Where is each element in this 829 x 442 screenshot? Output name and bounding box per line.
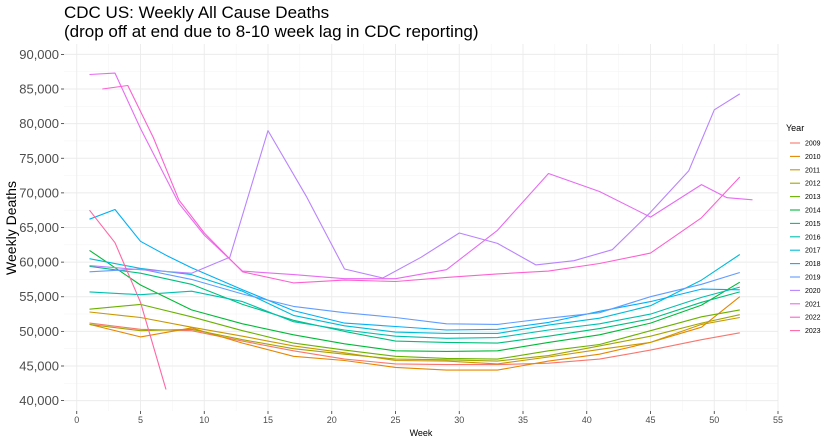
legend-label-2014: 2014 [805,208,821,215]
series-line-2009 [89,322,740,366]
legend-label-2023: 2023 [805,328,821,335]
legend-label-2019: 2019 [805,275,821,282]
x-tick-label: 30 [454,415,464,425]
x-axis-label: Week [410,428,433,438]
x-tick-label: 25 [390,415,400,425]
y-tick-label: 40,000 [19,393,59,408]
legend-label-2011: 2011 [805,167,820,174]
legend-label-2020: 2020 [805,288,821,295]
y-tick-label: 70,000 [19,185,59,200]
y-tick-label: 85,000 [19,82,59,97]
series-line-2019 [89,268,740,325]
y-tick-label: 55,000 [19,289,59,304]
series-line-2015 [89,265,740,344]
series-line-2017 [89,254,741,334]
series-line-2014 [89,249,741,352]
y-axis-label: Weekly Deaths [3,181,19,275]
legend-label-2016: 2016 [805,234,821,241]
series-line-2012 [89,314,740,362]
x-tick-label: 0 [74,415,79,425]
legend-label-2009: 2009 [805,141,821,148]
series-line-2010 [89,296,741,371]
legend-label-2017: 2017 [805,248,821,255]
x-tick-label: 45 [645,415,655,425]
legend-label-2018: 2018 [805,261,821,268]
series-line-2021 [89,72,753,280]
chart-title: CDC US: Weekly All Cause Deaths [64,3,329,22]
series-line-2018 [89,208,740,331]
legend-label-2015: 2015 [805,221,821,228]
y-tick-label: 90,000 [19,47,59,62]
y-tick-label: 50,000 [19,324,59,339]
legend: Year 2009 2010 2011 2012 2013 2014 2015 2016 201… [786,123,821,335]
legend-label-2022: 2022 [805,315,821,322]
series-line-2023 [89,209,167,390]
y-tick-label: 60,000 [19,255,59,270]
legend-label-2012: 2012 [805,181,821,188]
series-line-2013 [89,303,740,360]
x-tick-label: 10 [199,415,209,425]
x-tick-label: 5 [138,415,143,425]
chart-subtitle: (drop off at end due to 8-10 week lag in… [64,22,479,41]
x-tick-label: 35 [518,415,528,425]
legend-label-2010: 2010 [805,154,821,161]
series-lines [89,72,753,390]
x-tick-label: 55 [773,415,783,425]
x-tick-label: 50 [709,415,719,425]
y-axis: 40,000 45,000 50,000 55,000 60,000 65,000 70,0… [19,47,64,408]
y-tick-label: 75,000 [19,151,59,166]
y-tick-label: 65,000 [19,220,59,235]
series-line-2020 [89,93,741,279]
x-tick-label: 40 [582,415,592,425]
x-tick-label: 15 [263,415,273,425]
y-tick-label: 80,000 [19,116,59,131]
x-axis: 0 5 10 15 20 25 30 35 40 45 50 55 [74,411,783,425]
x-tick-label: 20 [327,415,337,425]
series-line-2022 [102,84,741,284]
series-line-2011 [89,311,740,365]
y-tick-label: 45,000 [19,358,59,373]
legend-title: Year [786,123,804,133]
series-line-2016 [89,286,740,339]
legend-label-2021: 2021 [805,301,821,308]
legend-label-2013: 2013 [805,194,821,201]
